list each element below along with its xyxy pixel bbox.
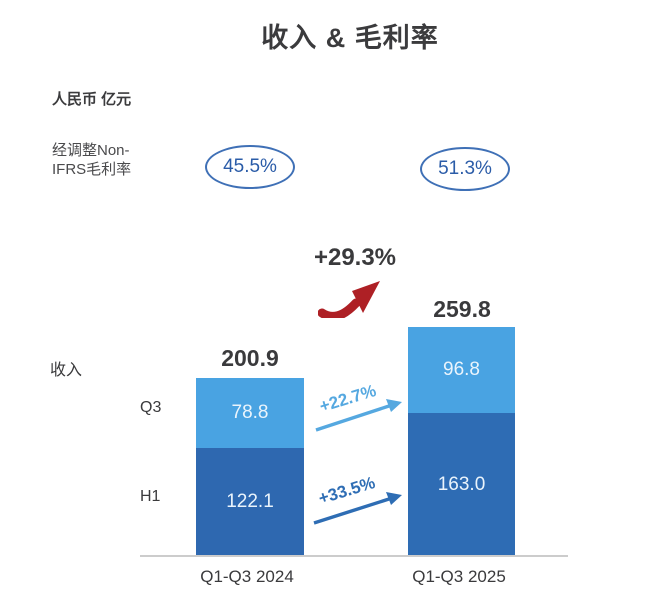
series-label-q3: Q3: [140, 399, 162, 416]
bar-2024-h1-value: 122.1: [226, 491, 274, 512]
margin-value-2025: 51.3%: [438, 158, 492, 179]
x-axis-label-2024: Q1-Q3 2024: [200, 567, 294, 586]
bar-2025-h1-segment: 163.0: [408, 413, 515, 556]
bar-2025-q3-segment: 96.8: [408, 327, 515, 413]
x-axis-label-2025: Q1-Q3 2025: [412, 567, 506, 586]
h1-growth-arrow-icon: [313, 492, 402, 525]
total-growth-label: +29.3%: [313, 244, 397, 271]
margin-value-2024: 45.5%: [223, 156, 277, 177]
bar-2024-q3-value: 78.8: [231, 402, 269, 423]
total-value-2024: 200.9: [221, 345, 279, 371]
series-label-h1: H1: [140, 488, 161, 505]
margin-ellipse-2024: 45.5%: [205, 145, 295, 189]
bar-2024-h1-segment: 122.1: [196, 448, 304, 556]
q3-growth-arrow-icon: [315, 399, 402, 432]
bar-2025-q3-value: 96.8: [443, 359, 480, 380]
adjusted-margin-label: 经调整Non- IFRS毛利率: [52, 141, 131, 179]
margin-ellipse-2025: 51.3%: [420, 147, 510, 191]
adjusted-margin-label-line1: 经调整Non-: [52, 142, 130, 159]
unit-label: 人民币 亿元: [52, 91, 132, 108]
chart-title: 收入 & 毛利率: [261, 23, 439, 53]
bar-2024-q3-segment: 78.8: [196, 378, 304, 448]
revenue-axis-label: 收入: [50, 362, 83, 379]
adjusted-margin-label-line2: IFRS毛利率: [52, 161, 132, 178]
growth-swoosh-arrow-icon: [318, 281, 380, 318]
total-value-2025: 259.8: [433, 296, 491, 322]
bar-2025-h1-value: 163.0: [437, 473, 486, 495]
x-axis-line: [140, 555, 568, 557]
